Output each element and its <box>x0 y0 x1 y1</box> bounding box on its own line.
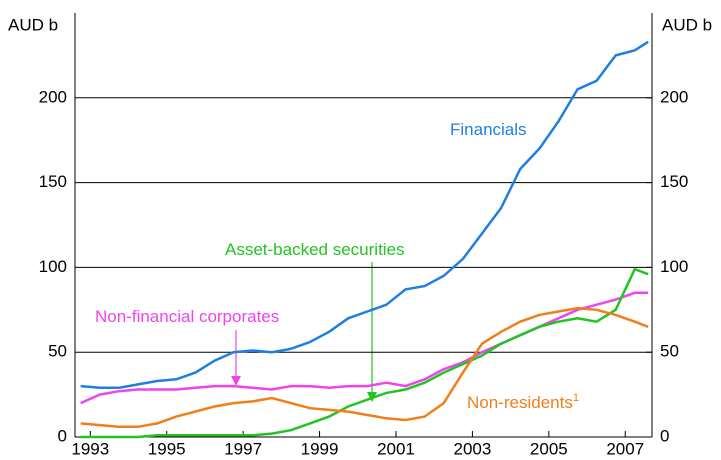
y2-tick-label: 50 <box>660 342 679 361</box>
series-line <box>80 306 649 429</box>
series-name: Non-financial corporates <box>95 307 279 326</box>
footnote-mark: 1 <box>573 392 579 404</box>
series-name: Asset-backed securities <box>225 240 405 259</box>
y-tick-label: 100 <box>39 257 67 276</box>
x-tick-label: 2003 <box>453 439 491 458</box>
series-line <box>80 267 649 439</box>
x-tick-label: 2005 <box>530 439 568 458</box>
series-label: Non-residents1 <box>467 392 579 413</box>
series-label: Financials <box>450 120 527 139</box>
y-axis-label: AUD b <box>8 15 58 34</box>
series-name: Non-residents <box>467 393 573 412</box>
y2-tick-label: 200 <box>660 87 688 106</box>
y2-tick-label: 150 <box>660 172 688 191</box>
y-tick-label: 50 <box>48 342 67 361</box>
x-tick-label: 1997 <box>224 439 262 458</box>
y-tick-label: 150 <box>39 172 67 191</box>
x-tick-label: 1995 <box>148 439 186 458</box>
series-line <box>80 40 649 390</box>
series-name: Financials <box>450 120 527 139</box>
series-label: Asset-backed securities <box>225 240 405 259</box>
y-tick-label: 200 <box>39 87 67 106</box>
y-tick-label: 0 <box>58 426 67 445</box>
x-tick-label: 1993 <box>71 439 109 458</box>
x-tick-label: 2007 <box>606 439 644 458</box>
x-tick-label: 2001 <box>377 439 415 458</box>
y2-axis-label: AUD b <box>662 15 712 34</box>
series-line <box>80 291 649 405</box>
y2-tick-label: 100 <box>660 257 688 276</box>
y2-tick-label: 0 <box>660 426 669 445</box>
arrow-head <box>231 376 241 386</box>
series-label: Non-financial corporates <box>95 307 279 326</box>
x-tick-label: 1999 <box>301 439 339 458</box>
